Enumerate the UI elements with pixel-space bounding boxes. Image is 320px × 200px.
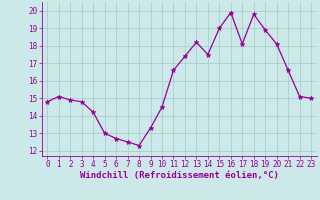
X-axis label: Windchill (Refroidissement éolien,°C): Windchill (Refroidissement éolien,°C) (80, 171, 279, 180)
